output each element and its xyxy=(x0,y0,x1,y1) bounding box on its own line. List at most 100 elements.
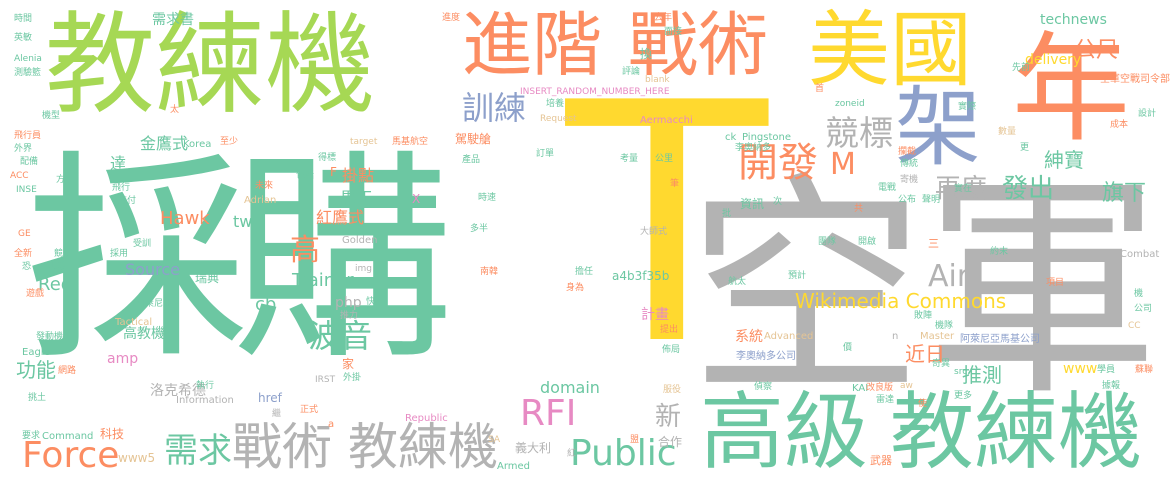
word-cloud-word: Force xyxy=(22,435,120,476)
word-cloud-word: 洛克希德 xyxy=(150,383,206,399)
word-cloud-word: 空軍 xyxy=(688,152,1161,427)
word-cloud-word: 達 xyxy=(110,154,127,173)
word-cloud-word: 近日 xyxy=(905,342,945,366)
word-cloud-word: 傳統 xyxy=(900,159,919,169)
word-cloud-word: ACC xyxy=(10,171,29,181)
word-cloud-word: 再度 xyxy=(935,174,988,204)
word-cloud-word: 交付 xyxy=(118,196,137,206)
word-cloud-word: 推力 xyxy=(340,311,359,321)
word-cloud-word: 聲明 xyxy=(922,195,941,205)
word-cloud-word: 紅 xyxy=(567,449,577,459)
word-cloud-word: 想敵 xyxy=(48,262,67,272)
word-cloud-word: 服役 xyxy=(663,385,682,395)
word-cloud-word: 競爭 xyxy=(54,249,73,259)
word-cloud-word: SA xyxy=(488,435,501,445)
word-cloud-word: Armed xyxy=(497,461,531,472)
word-cloud-word: 計畫 xyxy=(641,307,669,323)
word-cloud-word: 批 xyxy=(722,209,732,219)
word-cloud-word: KAI xyxy=(852,383,869,394)
word-cloud-word: 攔截 xyxy=(898,147,917,157)
word-cloud-word: Public xyxy=(570,433,677,474)
word-cloud-word: 多半 xyxy=(470,224,489,234)
word-cloud-word: 戰術 xyxy=(232,418,332,476)
word-cloud-word: 金鷹式 xyxy=(140,134,189,153)
word-cloud-word: 戰術 xyxy=(628,4,768,86)
word-cloud-word: 未來 xyxy=(255,181,274,191)
word-cloud-word: 時間 xyxy=(14,14,33,24)
word-cloud-word: 學員 xyxy=(1097,365,1116,375)
word-cloud-word: 瑞典 xyxy=(195,271,220,285)
word-cloud-word: GE xyxy=(18,229,31,239)
word-cloud-word: 提出 xyxy=(660,325,679,335)
word-cloud-word: 需求書 xyxy=(152,12,194,28)
word-cloud-word: 團隊 xyxy=(818,237,837,247)
word-cloud-word: delivery xyxy=(1025,52,1082,68)
word-cloud-word: Master xyxy=(920,331,955,342)
word-cloud-word: 全新 xyxy=(14,249,33,259)
word-cloud-word: 受訓 xyxy=(133,239,152,249)
word-cloud-word: Trainer xyxy=(292,270,354,291)
word-cloud-word: 得標 xyxy=(318,153,337,163)
word-cloud-word: 網路 xyxy=(58,366,77,376)
word-cloud-word: 面接 xyxy=(664,27,683,37)
word-cloud-word: 外界 xyxy=(14,144,33,154)
word-cloud-word: 更多 xyxy=(954,391,973,401)
word-cloud-word: 包括 xyxy=(296,171,315,181)
word-cloud-word: 太 xyxy=(170,105,180,115)
word-cloud-word: 阿萊尼亞馬基公司 xyxy=(960,334,1040,345)
word-cloud-word: 紳寶 xyxy=(1044,148,1084,172)
word-cloud-word: 開發 xyxy=(738,140,818,186)
word-cloud-word: INSERT_RANDOM_NUMBER_HERE xyxy=(520,87,670,97)
word-cloud-word: 去年 xyxy=(654,13,673,23)
word-cloud-word: IRST xyxy=(315,375,336,385)
word-cloud-word: a xyxy=(328,419,335,430)
word-cloud-word: Request xyxy=(540,114,577,124)
word-cloud-word: zoneid xyxy=(835,99,865,109)
word-cloud-word: 實際 xyxy=(958,102,977,112)
word-cloud-word: 紅鷹式 xyxy=(316,208,365,227)
word-cloud-word: 高級 xyxy=(700,383,869,481)
word-cloud-word: 外掛 xyxy=(343,373,362,383)
word-cloud-word: 身為 xyxy=(566,283,585,293)
word-cloud-word: F xyxy=(330,165,337,179)
word-cloud-word: 飛行員 xyxy=(14,131,42,141)
word-cloud-word: 實在 xyxy=(954,184,973,194)
word-cloud-word: aw xyxy=(900,381,913,391)
word-cloud-word: 雷達 xyxy=(876,395,895,405)
word-cloud-word: Korea xyxy=(183,139,212,150)
word-cloud-word: 寄機 xyxy=(900,175,919,185)
word-cloud-word: INSE xyxy=(16,185,37,195)
word-cloud-word: a4b3f35b xyxy=(612,269,670,283)
word-cloud-word: CC xyxy=(1128,321,1141,331)
word-cloud-word: 新 xyxy=(655,402,682,432)
word-cloud-word: Advanced xyxy=(764,331,814,342)
word-cloud-word: 蘇聯 xyxy=(1135,365,1154,375)
word-cloud-word: 三 xyxy=(928,237,939,250)
word-cloud-word: 偵察 xyxy=(754,382,773,392)
word-cloud-word: 架 xyxy=(895,78,981,178)
word-cloud-word: technews xyxy=(1040,12,1107,28)
word-cloud-word: www xyxy=(1063,361,1098,377)
word-cloud-word: 換 xyxy=(640,47,653,61)
word-cloud-word: 公里 xyxy=(655,154,674,164)
word-cloud-word: php xyxy=(335,295,362,311)
word-cloud-word: 奇異 xyxy=(932,359,951,369)
word-cloud-word: 快 xyxy=(366,297,376,307)
word-cloud-word: 使 xyxy=(918,399,928,409)
word-cloud-word: 次 xyxy=(773,197,783,207)
word-cloud-word: 競標 xyxy=(825,114,893,154)
word-cloud-word: 空軍空戰司令部 xyxy=(1100,74,1170,85)
word-cloud-word: 要求 xyxy=(22,431,41,441)
word-cloud-word: 教練機 xyxy=(45,1,375,129)
word-cloud-word: 合作 xyxy=(658,435,683,449)
word-cloud-word: 掛點 xyxy=(342,166,375,185)
word-cloud-word: 挑土 xyxy=(28,393,47,403)
word-cloud-word: domain xyxy=(540,378,600,397)
word-cloud-word: X xyxy=(412,192,421,206)
word-cloud-word: 測驗籃 xyxy=(14,68,42,78)
word-cloud-word: 先前 xyxy=(1012,63,1031,73)
word-cloud-word: Information xyxy=(176,395,234,406)
word-cloud-word: 馬基航空 xyxy=(392,137,429,147)
word-cloud-word: 駕駛艙 xyxy=(455,132,492,146)
word-cloud-word: 電戰 xyxy=(878,183,897,193)
